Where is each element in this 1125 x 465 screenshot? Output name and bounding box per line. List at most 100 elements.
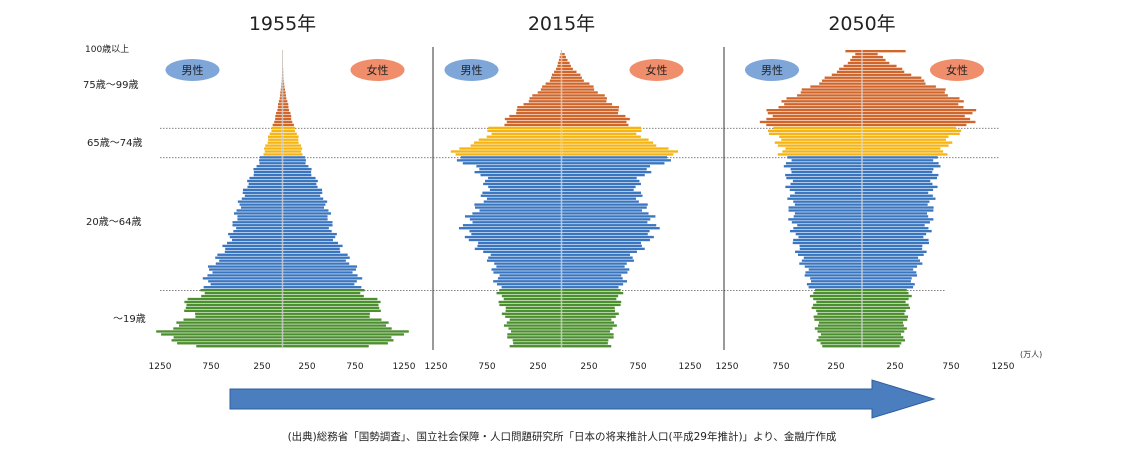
male-bar (173, 336, 283, 339)
female-legend-badge (629, 59, 684, 81)
male-bar (767, 129, 862, 133)
female-bar (862, 321, 904, 324)
male-bar (496, 265, 562, 268)
female-bar (862, 73, 912, 76)
female-bar (862, 229, 932, 233)
female-bar (561, 268, 630, 271)
female-bar (561, 162, 665, 165)
male-bar (794, 203, 862, 206)
female-bar (282, 182, 317, 186)
female-bar (282, 117, 292, 121)
male-bar (498, 300, 562, 304)
female-bar (862, 114, 965, 118)
female-bar (862, 147, 941, 150)
female-bar (561, 262, 627, 265)
female-bar (282, 85, 285, 88)
female-bar (282, 170, 312, 174)
female-bar (282, 203, 326, 206)
male-bar (504, 117, 562, 121)
x-tick-label: 250 (886, 362, 903, 372)
female-bar (561, 333, 614, 336)
female-bar (282, 123, 294, 127)
male-bar (818, 336, 862, 339)
male-bar (278, 103, 283, 106)
male-bar (801, 259, 862, 262)
male-bar (810, 280, 862, 283)
female-bar (862, 52, 878, 56)
male-bar (501, 294, 562, 298)
male-bar (850, 58, 862, 62)
female-bar (561, 85, 594, 88)
male-bar (537, 91, 562, 94)
male-bar (267, 135, 283, 138)
female-bar (561, 271, 628, 274)
male-bar (517, 106, 562, 109)
female-bar (282, 312, 370, 315)
female-bar (862, 241, 929, 245)
female-bar (862, 179, 931, 183)
female-bar (561, 265, 625, 268)
female-bar (862, 218, 934, 221)
x-tick-label: 1250 (393, 362, 416, 372)
female-bar (862, 185, 938, 189)
male-bar (277, 109, 283, 112)
female-bar (561, 312, 619, 315)
male-bar (809, 294, 862, 298)
male-bar (486, 135, 562, 138)
male-bar (253, 173, 283, 177)
female-bar (561, 97, 607, 100)
female-bar (862, 297, 909, 301)
female-bar (282, 268, 356, 271)
female-bar (561, 327, 613, 330)
female-bar (862, 132, 960, 135)
male-bar (486, 197, 562, 200)
female-bar (282, 153, 303, 156)
female-bar (862, 324, 904, 327)
male-bar (459, 147, 562, 150)
female-bar (282, 191, 323, 194)
female-bar (561, 76, 582, 79)
male-bar (486, 259, 562, 262)
female-bar (862, 176, 937, 180)
female-bar (862, 318, 908, 321)
female-bar (282, 111, 291, 115)
male-bar (237, 218, 283, 221)
male-bar (233, 212, 283, 215)
male-bar (497, 277, 562, 280)
female-bar (282, 330, 409, 333)
male-bar (263, 153, 283, 156)
male-bar (277, 106, 283, 109)
male-legend-badge (444, 59, 499, 81)
male-bar (256, 165, 283, 168)
male-bar (516, 109, 562, 112)
female-bar (862, 135, 949, 138)
male-bar (787, 197, 862, 200)
female-bar (862, 212, 928, 215)
female-bar (862, 277, 912, 280)
male-bar (810, 277, 862, 280)
male-bar (493, 280, 562, 283)
male-bar (233, 229, 283, 233)
male-bar (509, 114, 562, 118)
female-bar (282, 103, 289, 106)
female-bar (282, 303, 379, 307)
female-bar (862, 259, 920, 262)
female-bar (862, 55, 883, 59)
male-bar (458, 227, 562, 230)
female-bar (561, 185, 636, 189)
male-bar (479, 209, 562, 212)
female-bar (282, 309, 381, 312)
female-bar (862, 182, 933, 186)
male-bar (788, 218, 862, 221)
male-bar (478, 241, 562, 245)
male-bar (456, 159, 562, 162)
male-bar (487, 129, 562, 133)
female-bar (282, 147, 303, 150)
female-bar (561, 159, 671, 162)
male-bar (793, 227, 862, 230)
male-bar (803, 256, 862, 259)
female-bar (862, 244, 923, 248)
female-bar (561, 288, 621, 292)
female-bar (561, 106, 620, 109)
male-bar (470, 144, 562, 147)
